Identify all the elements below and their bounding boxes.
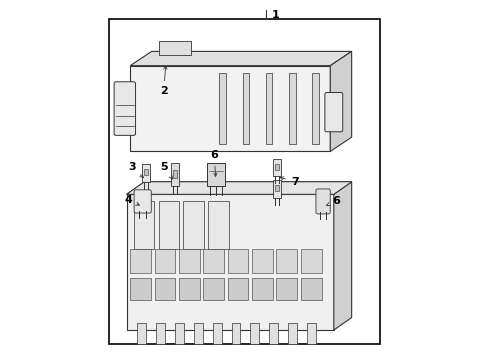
Polygon shape xyxy=(126,182,351,194)
Bar xyxy=(193,323,203,344)
Bar xyxy=(134,202,154,249)
Text: 7: 7 xyxy=(280,177,298,187)
Bar xyxy=(208,202,228,249)
Polygon shape xyxy=(126,194,333,330)
Text: 1: 1 xyxy=(271,10,279,20)
Bar xyxy=(300,278,321,300)
Text: 3: 3 xyxy=(128,162,143,177)
Bar xyxy=(142,164,150,182)
Bar xyxy=(242,73,248,144)
Text: 4: 4 xyxy=(124,195,139,205)
Bar xyxy=(154,249,175,273)
Bar xyxy=(227,278,248,300)
Bar xyxy=(250,323,259,344)
Text: 2: 2 xyxy=(160,66,167,96)
Bar xyxy=(158,202,179,249)
Bar xyxy=(130,278,151,300)
Text: 6: 6 xyxy=(325,197,339,206)
FancyBboxPatch shape xyxy=(324,93,342,132)
FancyBboxPatch shape xyxy=(315,189,329,214)
FancyBboxPatch shape xyxy=(134,190,151,213)
Bar xyxy=(274,164,278,170)
Bar xyxy=(274,185,278,191)
Bar xyxy=(287,323,296,344)
Bar xyxy=(171,163,179,186)
Polygon shape xyxy=(130,51,351,66)
Bar xyxy=(288,73,295,144)
Bar xyxy=(227,249,248,273)
Bar xyxy=(203,278,224,300)
Bar xyxy=(206,163,224,186)
Bar xyxy=(108,19,380,344)
Bar xyxy=(306,323,315,344)
Bar xyxy=(156,323,165,344)
Bar xyxy=(219,73,225,144)
Bar xyxy=(251,249,272,273)
Bar xyxy=(179,278,199,300)
Bar xyxy=(154,278,175,300)
Bar xyxy=(175,323,183,344)
Bar xyxy=(272,159,280,176)
Polygon shape xyxy=(329,51,351,152)
Bar xyxy=(312,73,318,144)
Text: 6: 6 xyxy=(210,150,218,176)
Bar xyxy=(276,278,297,300)
Text: 5: 5 xyxy=(160,162,172,179)
Bar xyxy=(212,323,221,344)
Bar xyxy=(300,249,321,273)
Bar xyxy=(268,323,278,344)
Bar xyxy=(203,249,224,273)
Bar xyxy=(173,170,177,177)
FancyBboxPatch shape xyxy=(114,82,135,135)
Bar xyxy=(272,180,280,198)
Bar xyxy=(231,323,240,344)
Bar xyxy=(144,169,148,175)
Bar xyxy=(137,323,146,344)
Bar xyxy=(276,249,297,273)
Bar xyxy=(265,73,272,144)
Polygon shape xyxy=(130,66,329,152)
Bar xyxy=(130,249,151,273)
Polygon shape xyxy=(333,182,351,330)
Bar xyxy=(179,249,199,273)
Bar xyxy=(183,202,203,249)
Bar xyxy=(159,41,190,55)
Bar xyxy=(251,278,272,300)
Polygon shape xyxy=(126,182,351,194)
